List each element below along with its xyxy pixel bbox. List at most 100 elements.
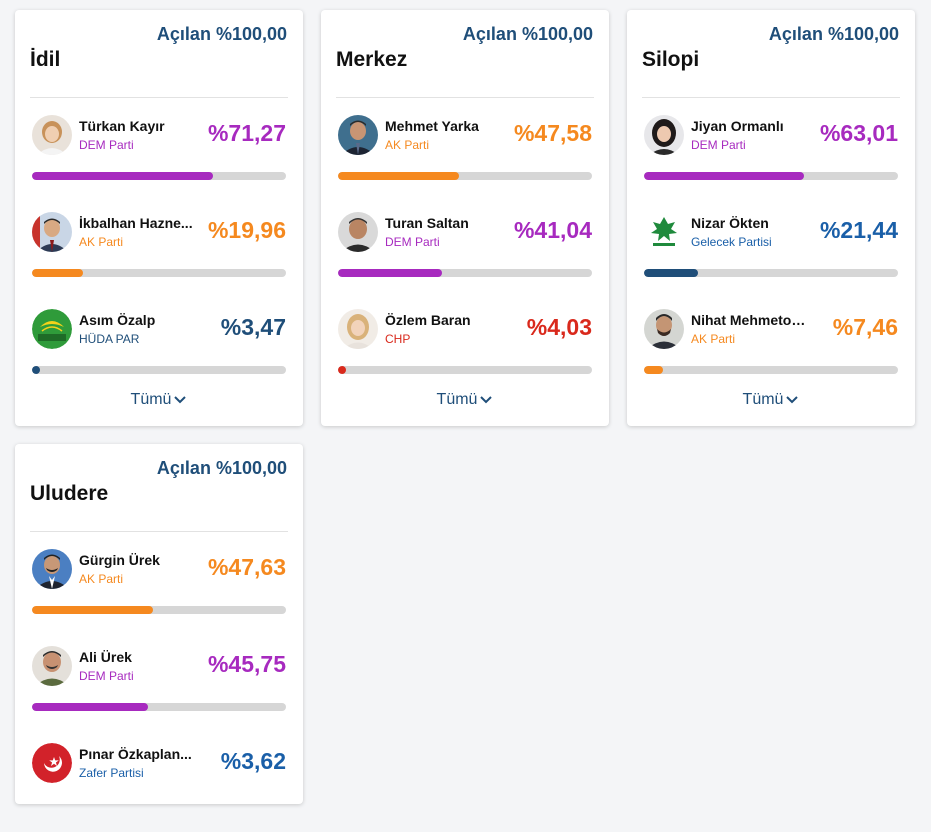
candidate-name: Türkan Kayır — [79, 118, 165, 134]
opened-ballot-ratio: Açılan %100,00 — [768, 24, 899, 44]
show-all-button[interactable]: Tümü — [15, 391, 303, 409]
vote-share-bar — [644, 366, 898, 374]
candidate-party: DEM Parti — [79, 669, 134, 683]
vote-percentage: %63,01 — [819, 120, 898, 146]
show-all-label: Tümü — [436, 391, 478, 408]
candidate-row: Nizar Ökten Gelecek Partisi %21,44 — [627, 204, 915, 301]
district-card-uludere: Açılan %100,00 Uludere Gürgin Ürek AK Pa… — [15, 444, 303, 804]
candidate-party: AK Parti — [79, 235, 124, 249]
candidate-party: DEM Parti — [691, 138, 746, 152]
candidate-row: Gürgin Ürek AK Parti %47,63 — [15, 541, 303, 638]
candidate-party: AK Parti — [691, 332, 736, 346]
vote-share-fill — [644, 269, 699, 277]
vote-share-fill — [644, 366, 663, 374]
candidate-name: Gürgin Ürek — [79, 552, 160, 568]
gelecek-partisi-logo — [644, 212, 684, 252]
candidate-photo — [32, 646, 72, 686]
candidate-photo — [338, 309, 378, 349]
vote-share-bar — [338, 366, 592, 374]
chevron-down-icon — [786, 396, 799, 404]
candidate-name: Turan Saltan — [385, 215, 469, 231]
vote-percentage: %19,96 — [207, 217, 286, 243]
chevron-down-icon — [174, 396, 187, 404]
candidate-name: Nihat Mehmetoğ... — [691, 312, 809, 328]
candidate-row: Türkan Kayır DEM Parti %71,27 — [15, 107, 303, 204]
candidate-party: Gelecek Partisi — [691, 235, 772, 249]
candidate-party: CHP — [385, 332, 411, 346]
show-all-button[interactable]: Tümü — [627, 391, 915, 409]
vote-share-bar — [32, 366, 286, 374]
candidate-row: Ali Ürek DEM Parti %45,75 — [15, 638, 303, 735]
vote-share-bar — [32, 606, 286, 614]
candidate-party: Zafer Partisi — [79, 766, 144, 780]
vote-percentage: %7,46 — [832, 314, 898, 340]
vote-share-bar — [644, 172, 898, 180]
vote-share-fill — [32, 269, 83, 277]
candidate-name: Asım Özalp — [79, 312, 156, 328]
candidate-name: Nizar Ökten — [691, 215, 769, 231]
vote-share-fill — [32, 172, 214, 180]
divider — [336, 97, 594, 98]
candidate-photo — [644, 115, 684, 155]
vote-share-fill — [338, 172, 459, 180]
district-title: İdil — [30, 48, 61, 71]
vote-percentage: %41,04 — [513, 217, 592, 243]
vote-percentage: %3,47 — [220, 314, 286, 340]
vote-percentage: %47,63 — [207, 554, 286, 580]
vote-percentage: %3,62 — [220, 748, 286, 774]
show-all-label: Tümü — [130, 391, 172, 408]
candidate-row: Turan Saltan DEM Parti %41,04 — [321, 204, 609, 301]
divider — [30, 97, 288, 98]
candidate-row: Özlem Baran CHP %4,03 — [321, 301, 609, 398]
candidate-party: HÜDA PAR — [79, 332, 140, 346]
zafer-partisi-logo — [32, 743, 72, 783]
candidate-party: AK Parti — [79, 572, 124, 586]
candidate-party: AK Parti — [385, 138, 430, 152]
district-title: Merkez — [336, 48, 408, 71]
chevron-down-icon — [480, 396, 493, 404]
show-all-button[interactable]: Tümü — [321, 391, 609, 409]
vote-share-fill — [32, 606, 153, 614]
opened-ballot-ratio: Açılan %100,00 — [156, 24, 287, 44]
candidate-row: Mehmet Yarka AK Parti %47,58 — [321, 107, 609, 204]
vote-share-bar — [338, 269, 592, 277]
district-title: Silopi — [642, 48, 700, 71]
vote-share-bar — [32, 269, 286, 277]
district-card-idil: Açılan %100,00 İdil Türkan Kayır DEM Par… — [15, 10, 303, 426]
candidate-name: Özlem Baran — [385, 312, 471, 328]
candidate-name: Jiyan Ormanlı — [691, 118, 784, 134]
candidate-photo — [32, 212, 72, 252]
candidate-name: Ali Ürek — [79, 649, 132, 665]
opened-ballot-ratio: Açılan %100,00 — [462, 24, 593, 44]
district-title: Uludere — [30, 482, 109, 505]
candidate-name: İkbalhan Hazne... — [79, 215, 193, 231]
candidate-photo — [338, 115, 378, 155]
vote-share-bar — [32, 172, 286, 180]
candidate-name: Mehmet Yarka — [385, 118, 479, 134]
vote-share-fill — [32, 703, 149, 711]
candidate-photo — [32, 549, 72, 589]
candidate-row: Nihat Mehmetoğ... AK Parti %7,46 — [627, 301, 915, 398]
vote-percentage: %71,27 — [207, 120, 286, 146]
candidate-row: İkbalhan Hazne... AK Parti %19,96 — [15, 204, 303, 301]
candidate-photo — [32, 115, 72, 155]
district-card-silopi: Açılan %100,00 Silopi Jiyan Ormanlı DEM … — [627, 10, 915, 426]
divider — [30, 531, 288, 532]
vote-share-bar — [644, 269, 898, 277]
candidate-row: Asım Özalp HÜDA PAR %3,47 — [15, 301, 303, 398]
opened-ballot-ratio: Açılan %100,00 — [156, 458, 287, 478]
candidate-photo — [338, 212, 378, 252]
candidate-row: Pınar Özkaplan... Zafer Partisi %3,62 — [15, 735, 303, 832]
vote-share-fill — [644, 172, 805, 180]
divider — [642, 97, 900, 98]
candidate-photo — [644, 309, 684, 349]
huda-par-logo — [32, 309, 72, 349]
vote-share-fill — [32, 366, 40, 374]
candidate-name: Pınar Özkaplan... — [79, 746, 192, 762]
vote-share-fill — [338, 269, 443, 277]
candidate-party: DEM Parti — [79, 138, 134, 152]
vote-percentage: %47,58 — [513, 120, 592, 146]
vote-percentage: %21,44 — [819, 217, 898, 243]
vote-percentage: %4,03 — [526, 314, 592, 340]
candidate-party: DEM Parti — [385, 235, 440, 249]
